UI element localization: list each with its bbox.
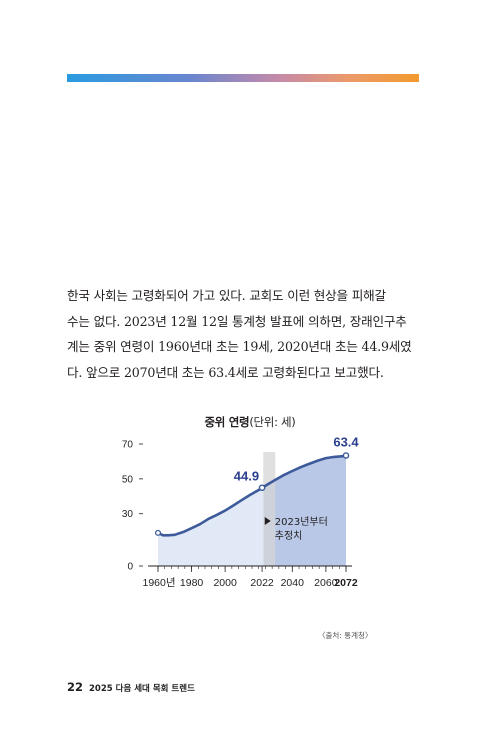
- source-note: 〈출처: 통계청〉: [318, 631, 373, 640]
- x-tick-label: 2072: [334, 577, 358, 589]
- page-number: 22: [67, 680, 84, 694]
- chart-title-main: 중위 연령: [204, 415, 250, 429]
- y-tick-label: 50: [122, 474, 134, 485]
- chart-title: 중위 연령(단위: 세): [0, 414, 500, 430]
- annotation-point-marker: [342, 452, 350, 459]
- chart-title-unit: (단위: 세): [249, 415, 296, 429]
- annotation-point-marker: [258, 484, 266, 492]
- annotation-label-2022: 44.9: [234, 469, 259, 484]
- actual-area: [158, 486, 264, 566]
- projection-band: [263, 452, 276, 566]
- book-title: 2025 다음 세대 목회 트렌드: [89, 684, 195, 694]
- x-tick-label: 2000: [213, 577, 237, 589]
- x-tick-label: 2040: [281, 577, 305, 589]
- paragraph-line: 다. 앞으로 2070년대 초는 63.4세로 고령화된다고 보고했다.: [67, 364, 384, 380]
- projection-note-line: 추정치: [275, 530, 303, 542]
- page-footer: 22 2025 다음 세대 목회 트렌드: [67, 680, 195, 694]
- annotation-label-2072: 63.4: [333, 435, 359, 450]
- median-age-line: [156, 454, 348, 537]
- body-paragraph: 한국 사회는 고령화되어 가고 있다. 교회도 이런 현상을 피해갈 수는 없다…: [67, 283, 427, 385]
- projection-area: [263, 455, 346, 566]
- start-point-marker: [154, 529, 162, 536]
- y-tick-label: 70: [122, 440, 134, 451]
- y-tick-label: 30: [122, 509, 134, 520]
- x-tick-label: 1960년: [142, 577, 175, 589]
- y-tick-label: 0: [127, 562, 133, 573]
- paragraph-line: 한국 사회는 고령화되어 가고 있다. 교회도 이런 현상을 피해갈: [67, 288, 386, 303]
- x-tick-label: 2060: [314, 577, 338, 589]
- paragraph-line: 계는 중위 연령이 1960년대 초는 19세, 2020년대 초는 44.9세…: [67, 339, 412, 354]
- paragraph-line: 수는 없다. 2023년 12월 12일 통계청 발표에 의하면, 장래인구추: [67, 313, 407, 329]
- x-tick-label: 2022: [250, 577, 274, 589]
- x-tick-label: 1980: [180, 577, 204, 589]
- projection-arrow-icon: [264, 517, 271, 525]
- top-gradient-bar: [67, 74, 419, 82]
- projection-note-line: 2023년부터: [275, 516, 328, 528]
